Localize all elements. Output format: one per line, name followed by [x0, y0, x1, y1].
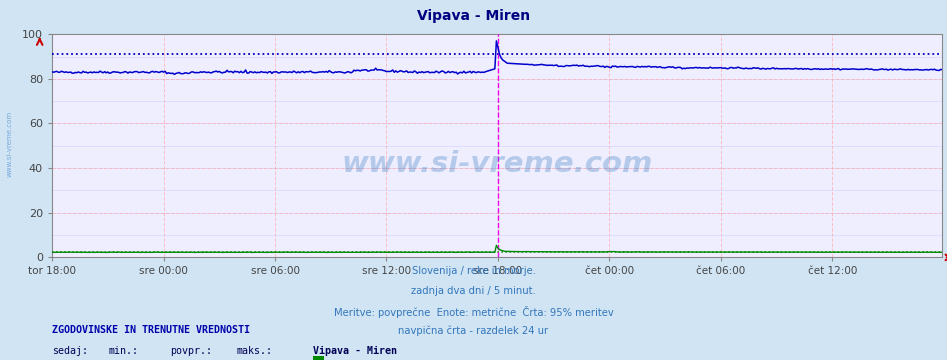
Text: zadnja dva dni / 5 minut.: zadnja dva dni / 5 minut. [411, 286, 536, 296]
Text: min.:: min.: [109, 346, 139, 356]
Text: ZGODOVINSKE IN TRENUTNE VREDNOSTI: ZGODOVINSKE IN TRENUTNE VREDNOSTI [52, 325, 250, 335]
Text: navpična črta - razdelek 24 ur: navpična črta - razdelek 24 ur [399, 326, 548, 336]
Text: povpr.:: povpr.: [170, 346, 212, 356]
Text: www.si-vreme.com: www.si-vreme.com [7, 111, 12, 177]
Text: maks.:: maks.: [237, 346, 273, 356]
Text: Slovenija / reke in morje.: Slovenija / reke in morje. [412, 266, 535, 276]
Text: sedaj:: sedaj: [52, 346, 88, 356]
Text: www.si-vreme.com: www.si-vreme.com [342, 150, 652, 177]
Text: Vipava - Miren: Vipava - Miren [417, 9, 530, 23]
Text: Meritve: povprečne  Enote: metrične  Črta: 95% meritev: Meritve: povprečne Enote: metrične Črta:… [333, 306, 614, 318]
Text: Vipava - Miren: Vipava - Miren [313, 346, 397, 356]
